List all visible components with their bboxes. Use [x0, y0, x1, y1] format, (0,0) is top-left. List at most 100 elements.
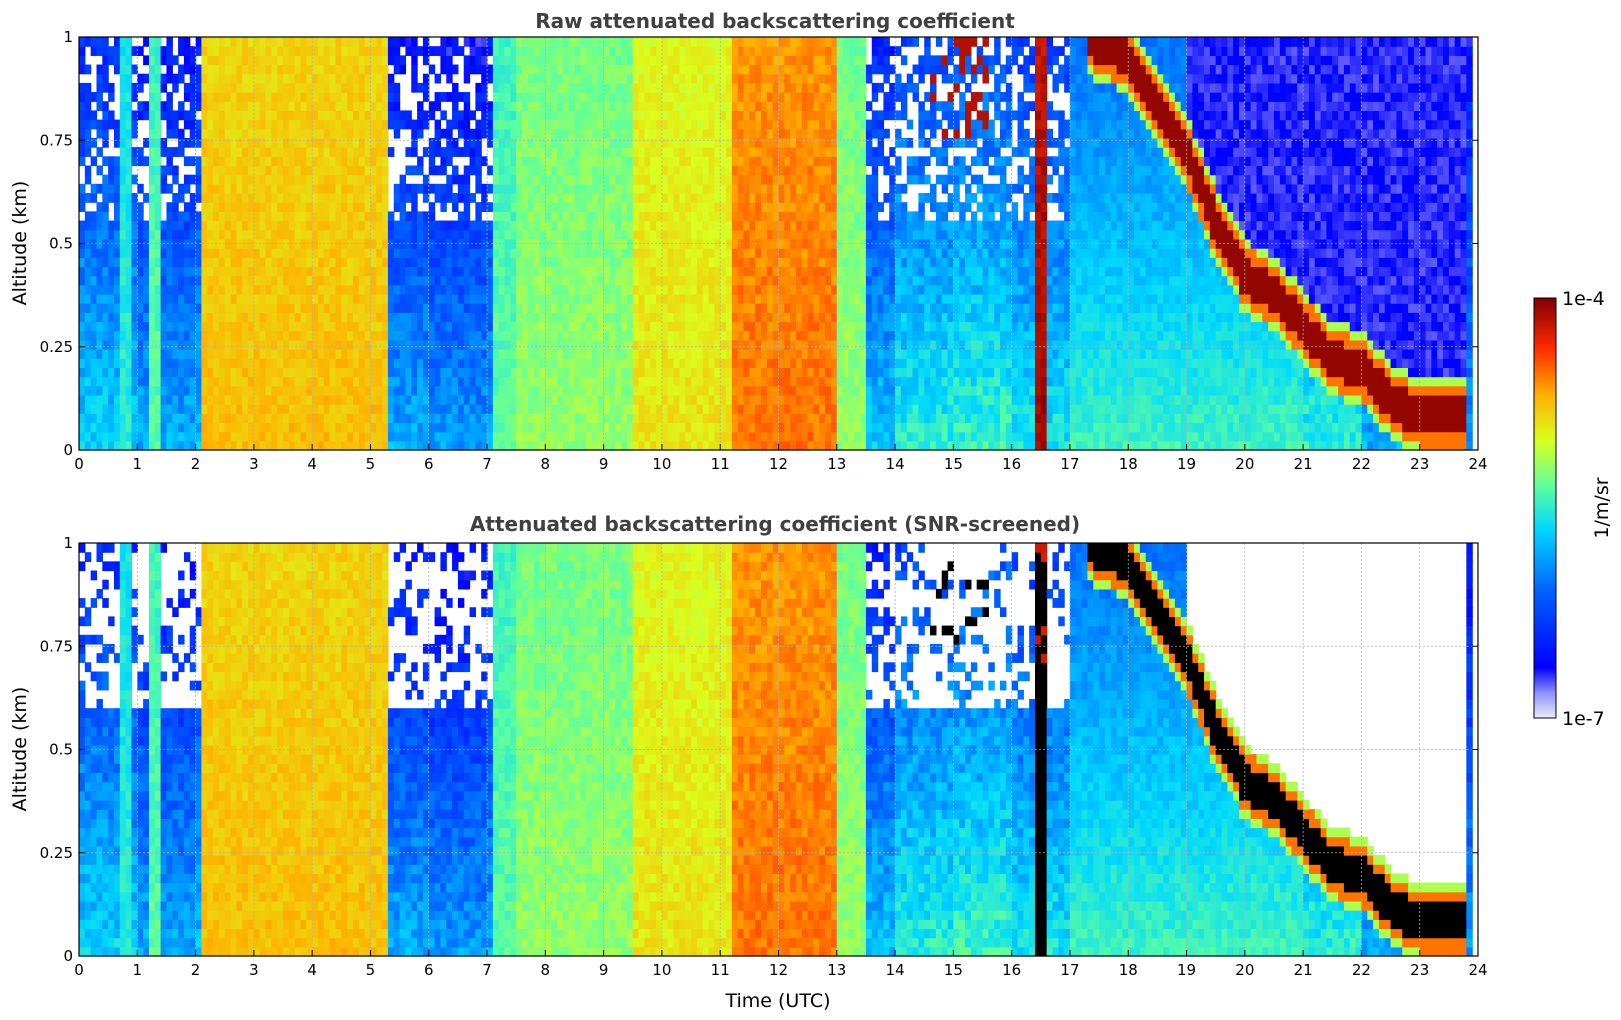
heatmap-cell: [487, 128, 494, 139]
heatmap-cell: [586, 358, 593, 368]
heatmap-cell: [306, 165, 313, 176]
heatmap-cell: [737, 275, 745, 286]
heatmap-cell: [382, 413, 389, 424]
heatmap-cell: [626, 248, 634, 258]
heatmap-cell: [481, 440, 488, 451]
heatmap-cell: [143, 339, 150, 350]
heatmap-cell: [352, 266, 360, 277]
heatmap-cell: [498, 312, 506, 323]
heatmap-cell: [364, 119, 372, 130]
heatmap-cell: [586, 321, 593, 332]
heatmap-cell: [195, 257, 203, 268]
heatmap-cell: [440, 275, 447, 286]
heatmap-cell: [143, 394, 150, 405]
heatmap-cell: [644, 431, 651, 442]
heatmap-cell: [428, 312, 436, 323]
heatmap-cell: [352, 422, 360, 433]
heatmap-cell: [207, 339, 214, 350]
heatmap-cell: [352, 202, 360, 212]
heatmap-cell: [650, 303, 657, 313]
heatmap-cell: [84, 321, 92, 332]
heatmap-cell: [172, 73, 179, 84]
heatmap-cell: [166, 266, 173, 277]
heatmap-cell: [364, 220, 372, 231]
heatmap-cell: [411, 275, 418, 286]
heatmap-cell: [294, 312, 302, 323]
heatmap-cell: [271, 82, 278, 93]
heatmap-cell: [714, 367, 721, 378]
heatmap-cell: [370, 156, 377, 167]
heatmap-cell: [586, 266, 593, 277]
heatmap-cell: [417, 220, 424, 231]
heatmap-cell: [294, 211, 302, 222]
heatmap-cell: [288, 339, 296, 350]
heatmap-cell: [411, 46, 418, 56]
heatmap-cell: [166, 440, 173, 451]
heatmap-cell: [434, 385, 442, 396]
heatmap-cell: [148, 376, 156, 387]
heatmap-cell: [405, 248, 412, 258]
heatmap-cell: [743, 404, 750, 414]
heatmap-cell: [358, 193, 366, 203]
heatmap-cell: [318, 137, 325, 148]
heatmap-cell: [428, 101, 436, 112]
heatmap-cell: [574, 64, 581, 75]
heatmap-cell: [504, 147, 511, 157]
heatmap-cell: [749, 275, 756, 286]
heatmap-cell: [475, 229, 482, 240]
heatmap-cell: [364, 312, 372, 323]
heatmap-cell: [446, 64, 453, 75]
heatmap-cell: [236, 266, 243, 277]
heatmap-cell: [609, 73, 616, 84]
heatmap-cell: [166, 303, 173, 313]
heatmap-cell: [731, 422, 739, 433]
heatmap-cell: [661, 385, 669, 396]
heatmap-cell: [609, 422, 616, 433]
heatmap-cell: [294, 110, 302, 121]
heatmap-cell: [119, 248, 127, 258]
heatmap-cell: [731, 321, 739, 332]
heatmap-cell: [492, 330, 500, 341]
heatmap-cell: [148, 284, 156, 295]
heatmap-cell: [516, 156, 523, 167]
heatmap-cell: [393, 330, 401, 341]
heatmap-cell: [504, 202, 511, 212]
heatmap-cell: [743, 440, 750, 451]
heatmap-cell: [673, 128, 681, 139]
heatmap-cell: [597, 376, 605, 387]
heatmap-cell: [411, 37, 418, 47]
heatmap-cell: [137, 284, 144, 295]
heatmap-cell: [609, 110, 616, 121]
heatmap-cell: [329, 266, 337, 277]
heatmap-cell: [137, 275, 144, 286]
heatmap-cell: [288, 73, 296, 84]
heatmap-cell: [329, 147, 337, 157]
heatmap-cell: [556, 64, 564, 75]
heatmap-cell: [300, 349, 307, 359]
heatmap-cell: [318, 275, 325, 286]
heatmap-cell: [224, 101, 232, 112]
heatmap-cell: [609, 119, 616, 130]
heatmap-cell: [312, 202, 319, 212]
heatmap-cell: [218, 293, 226, 304]
heatmap-cell: [626, 275, 634, 286]
heatmap-cell: [160, 275, 168, 286]
heatmap-cell: [603, 394, 611, 405]
heatmap-cell: [277, 385, 284, 396]
heatmap-cell: [661, 165, 669, 176]
heatmap-cell: [201, 174, 208, 185]
heatmap-cell: [615, 128, 622, 139]
heatmap-cell: [154, 119, 162, 130]
heatmap-cell: [696, 73, 704, 84]
heatmap-cell: [580, 128, 587, 139]
heatmap-cell: [755, 413, 762, 424]
heatmap-cell: [591, 128, 599, 139]
heatmap-cell: [650, 110, 657, 121]
heatmap-cell: [650, 238, 657, 249]
heatmap-cell: [755, 303, 762, 313]
heatmap-cell: [183, 174, 191, 185]
heatmap-cell: [113, 385, 121, 396]
heatmap-cell: [749, 101, 756, 112]
heatmap-cell: [469, 147, 476, 157]
heatmap-cell: [603, 183, 611, 194]
